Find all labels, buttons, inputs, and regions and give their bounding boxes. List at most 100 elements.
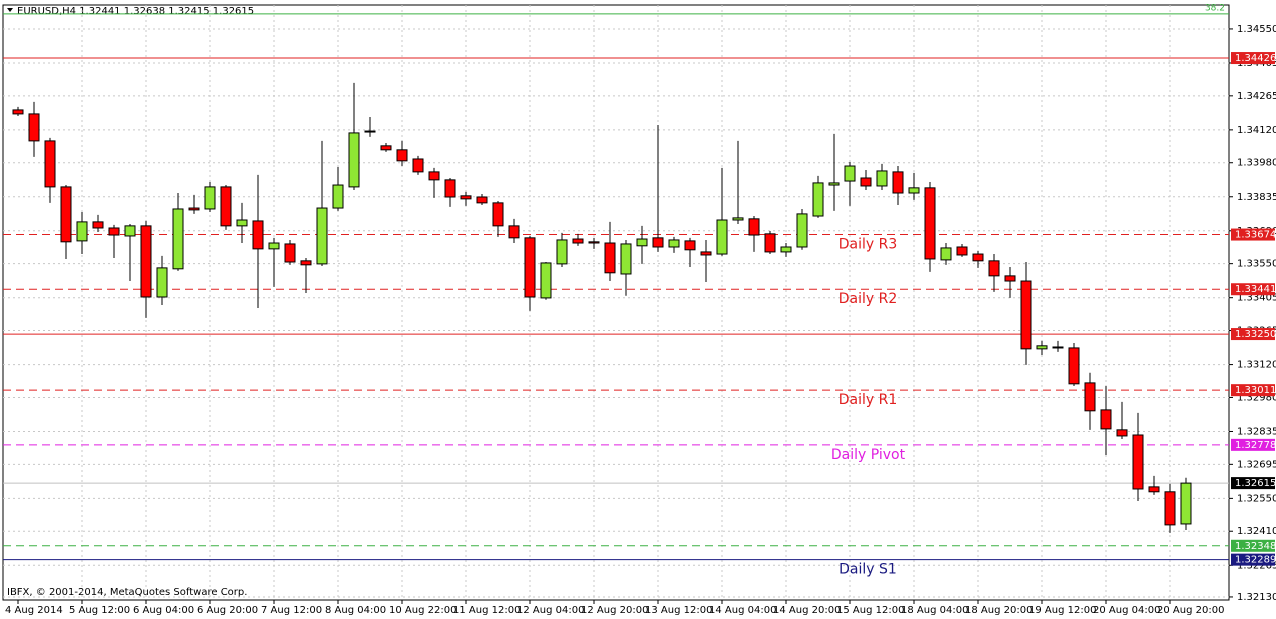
candle-body <box>1116 429 1128 437</box>
x-tick-label: 12 Aug 04:00 <box>517 605 584 616</box>
candle-body <box>220 186 232 227</box>
y-tick-label: 1.33835 <box>1237 192 1276 203</box>
candle-body <box>140 225 152 298</box>
candle-body <box>476 196 488 204</box>
x-tick-label: 6 Aug 04:00 <box>133 605 194 616</box>
candle-body <box>28 113 40 142</box>
candle-body <box>268 242 280 250</box>
candle-body <box>652 237 664 248</box>
price-tag-label: 1.32348 <box>1235 541 1276 552</box>
price-tag-label: 1.33011 <box>1235 385 1276 396</box>
price-tag-label: 1.32615 <box>1235 478 1276 489</box>
candle-body <box>908 187 920 194</box>
candle-body <box>620 243 632 275</box>
candle-body <box>284 243 296 263</box>
candle-body <box>1052 346 1064 349</box>
y-tick-label: 1.32410 <box>1237 526 1276 537</box>
y-tick-label: 1.32695 <box>1237 459 1276 470</box>
x-tick-label: 8 Aug 04:00 <box>325 605 386 616</box>
candle-body <box>668 239 680 248</box>
price-tag <box>1231 328 1275 341</box>
x-tick-label: 18 Aug 20:00 <box>965 605 1032 616</box>
x-tick-label: 4 Aug 2014 <box>5 605 63 616</box>
y-tick-label: 1.32130 <box>1237 592 1276 603</box>
x-tick-label: 6 Aug 20:00 <box>197 605 258 616</box>
candle-body <box>108 227 120 236</box>
x-tick-label: 13 Aug 12:00 <box>645 605 712 616</box>
price-tag <box>1231 438 1275 451</box>
chart-title: EURUSD,H4 1.32441 1.32638 1.32415 1.3261… <box>17 6 254 17</box>
candle-body <box>348 132 360 188</box>
candle-body <box>1148 486 1160 493</box>
candle-body <box>508 225 520 239</box>
y-tick-label: 1.34120 <box>1237 125 1276 136</box>
y-tick-label: 1.32980 <box>1237 392 1276 403</box>
candle-body <box>796 213 808 248</box>
y-tick-label: 1.33550 <box>1237 259 1276 270</box>
candle-body <box>12 109 24 115</box>
candle-body <box>92 221 104 229</box>
price-tag-label: 1.32289 <box>1235 555 1276 566</box>
price-tag <box>1231 477 1275 490</box>
price-tag-label: 1.33441 <box>1235 284 1276 295</box>
candle-body <box>444 179 456 198</box>
candle-body <box>924 187 936 260</box>
level-name: Daily R2 <box>839 291 898 307</box>
level-label: 38.2 <box>1205 3 1225 13</box>
candle-body <box>172 208 184 270</box>
candle-body <box>684 240 696 251</box>
candle-body <box>1036 345 1048 350</box>
candle-body <box>1004 275 1016 282</box>
candle-body <box>972 253 984 262</box>
candle-body <box>876 170 888 187</box>
candle-body <box>1180 482 1192 525</box>
candle-body <box>828 182 840 186</box>
candle-body <box>604 242 616 274</box>
candle-body <box>988 260 1000 277</box>
y-tick-label: 1.34550 <box>1237 24 1276 35</box>
x-tick-label: 18 Aug 04:00 <box>901 605 968 616</box>
level-name: Daily R1 <box>839 392 898 408</box>
y-tick-label: 1.33120 <box>1237 360 1276 371</box>
candle-body <box>1068 347 1080 385</box>
candle-body <box>572 238 584 244</box>
price-tag <box>1231 228 1275 241</box>
candle-body <box>60 186 72 243</box>
y-tick-label: 1.32265 <box>1237 560 1276 571</box>
candle-body <box>860 177 872 187</box>
candle-body <box>364 130 376 133</box>
level-name: Daily R3 <box>839 237 898 253</box>
candle-body <box>396 149 408 162</box>
x-tick-label: 7 Aug 12:00 <box>261 605 322 616</box>
price-tag-label: 1.34426 <box>1235 53 1276 64</box>
candle-body <box>156 267 168 298</box>
x-tick-label: 14 Aug 20:00 <box>773 605 840 616</box>
candle-body <box>300 260 312 266</box>
level-name: Daily Pivot <box>831 447 906 463</box>
candle-body <box>204 186 216 210</box>
x-tick-label: 12 Aug 20:00 <box>581 605 648 616</box>
candle-body <box>412 158 424 173</box>
candle-body <box>380 145 392 151</box>
x-tick-label: 14 Aug 04:00 <box>709 605 776 616</box>
y-tick-label: 1.33405 <box>1237 293 1276 304</box>
price-tag <box>1231 539 1275 552</box>
candle-body <box>332 184 344 209</box>
candle-body <box>76 221 88 242</box>
level-name: Daily S1 <box>839 562 897 578</box>
price-tag-label: 1.32778 <box>1235 440 1276 451</box>
price-tag-label: 1.33250 <box>1235 329 1276 340</box>
candle-body <box>236 219 248 227</box>
x-tick-label: 19 Aug 12:00 <box>1029 605 1096 616</box>
candle-body <box>492 202 504 227</box>
price-tag <box>1231 52 1275 65</box>
candle-body <box>44 140 56 188</box>
candle-body <box>316 207 328 265</box>
candle-body <box>124 225 136 237</box>
candle-body <box>540 262 552 299</box>
candle-body <box>1020 280 1032 350</box>
plot-frame <box>2 4 1230 601</box>
x-tick-label: 5 Aug 12:00 <box>69 605 130 616</box>
y-tick-label: 1.33980 <box>1237 158 1276 169</box>
